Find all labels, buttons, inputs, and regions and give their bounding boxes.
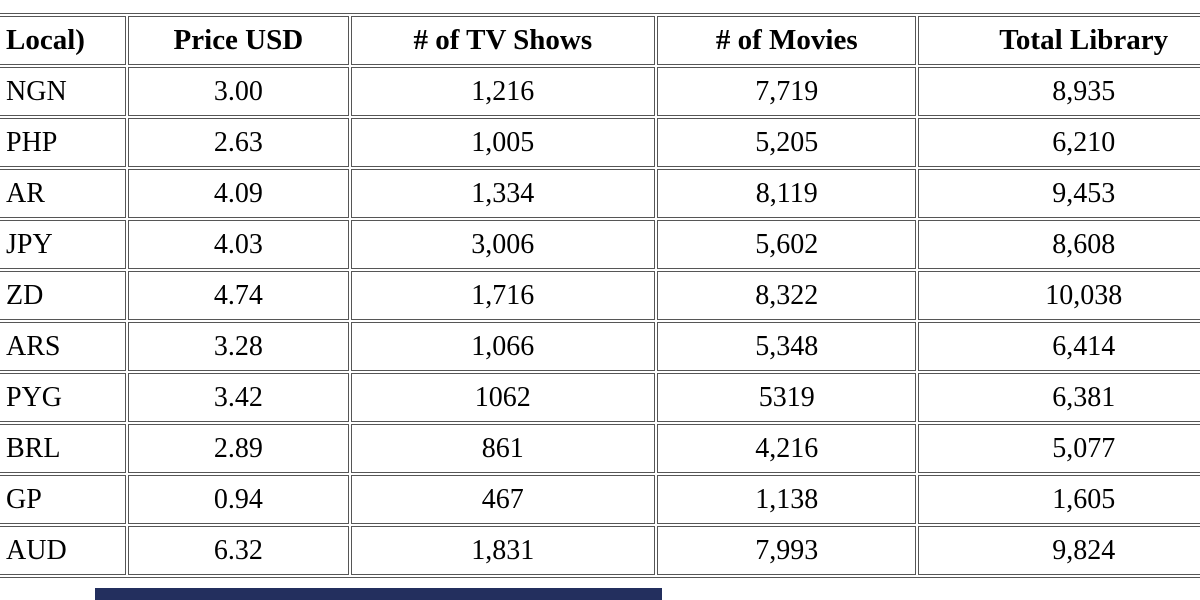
table-cell: 1062 [350,373,656,422]
table-cell: 5,205 [657,118,917,167]
table-cell: 1,066 [350,322,656,371]
header-cell: # of Movies [657,16,917,65]
table-cell: 4,216 [657,424,917,473]
table-cell: 9,453 [918,169,1200,218]
table-cell: 2.63 [128,118,349,167]
table-cell: 4.74 [128,271,349,320]
table-container: Local) Price USD # of TV Shows # of Movies T… [0,13,1200,578]
horizontal-scrollbar[interactable] [0,588,1200,600]
table-cell: 1,138 [657,475,917,524]
table-cell: PYG [0,373,127,422]
table-cell: JPY [0,220,127,269]
table-cell: 1,005 [350,118,656,167]
table-cell: 8,935 [918,67,1200,116]
table-cell: 8,119 [657,169,917,218]
header-cell: # of TV Shows [350,16,656,65]
table-cell: ZD [0,271,127,320]
table-cell: 10,038 [918,271,1200,320]
table-row: ARS 3.28 1,066 5,348 6,414 [0,322,1200,371]
table-cell: 6,381 [918,373,1200,422]
table-header-row: Local) Price USD # of TV Shows # of Movies T… [0,16,1200,65]
table-cell: 7,993 [657,526,917,575]
table-cell: NGN [0,67,127,116]
table-cell: 4.09 [128,169,349,218]
pricing-table: Local) Price USD # of TV Shows # of Movies T… [0,13,1200,578]
table-row: ZD 4.74 1,716 8,322 10,038 [0,271,1200,320]
table-cell: 861 [350,424,656,473]
header-cell: Price USD [128,16,349,65]
table-cell: 1,831 [350,526,656,575]
table-cell: ARS [0,322,127,371]
table-row: AR 4.09 1,334 8,119 9,453 [0,169,1200,218]
header-cell: Total Library [918,16,1200,65]
scrollbar-thumb[interactable] [95,588,662,600]
table-cell: 1,334 [350,169,656,218]
table-cell: 5,602 [657,220,917,269]
table-cell: 3.28 [128,322,349,371]
table-cell: BRL [0,424,127,473]
table-row: PHP 2.63 1,005 5,205 6,210 [0,118,1200,167]
table-cell: 3.00 [128,67,349,116]
table-cell: PHP [0,118,127,167]
table-cell: 5319 [657,373,917,422]
table-cell: 4.03 [128,220,349,269]
table-row: GP 0.94 467 1,138 1,605 [0,475,1200,524]
table-cell: 7,719 [657,67,917,116]
table-cell: AR [0,169,127,218]
table-cell: 3.42 [128,373,349,422]
header-cell: Local) [0,16,127,65]
table-row: BRL 2.89 861 4,216 5,077 [0,424,1200,473]
table-cell: 3,006 [350,220,656,269]
table-cell: 6,414 [918,322,1200,371]
table-cell: 0.94 [128,475,349,524]
table-cell: 8,322 [657,271,917,320]
table-cell: 2.89 [128,424,349,473]
table-cell: 8,608 [918,220,1200,269]
table-cell: 6.32 [128,526,349,575]
table-cell: 6,210 [918,118,1200,167]
table-cell: 1,605 [918,475,1200,524]
table-cell: AUD [0,526,127,575]
table-row: AUD 6.32 1,831 7,993 9,824 [0,526,1200,575]
table-cell: 5,077 [918,424,1200,473]
table-cell: 9,824 [918,526,1200,575]
table-cell: 1,216 [350,67,656,116]
table-cell: 5,348 [657,322,917,371]
table-cell: 1,716 [350,271,656,320]
table-row: JPY 4.03 3,006 5,602 8,608 [0,220,1200,269]
table-row: PYG 3.42 1062 5319 6,381 [0,373,1200,422]
table-row: NGN 3.00 1,216 7,719 8,935 [0,67,1200,116]
table-cell: GP [0,475,127,524]
table-cell: 467 [350,475,656,524]
